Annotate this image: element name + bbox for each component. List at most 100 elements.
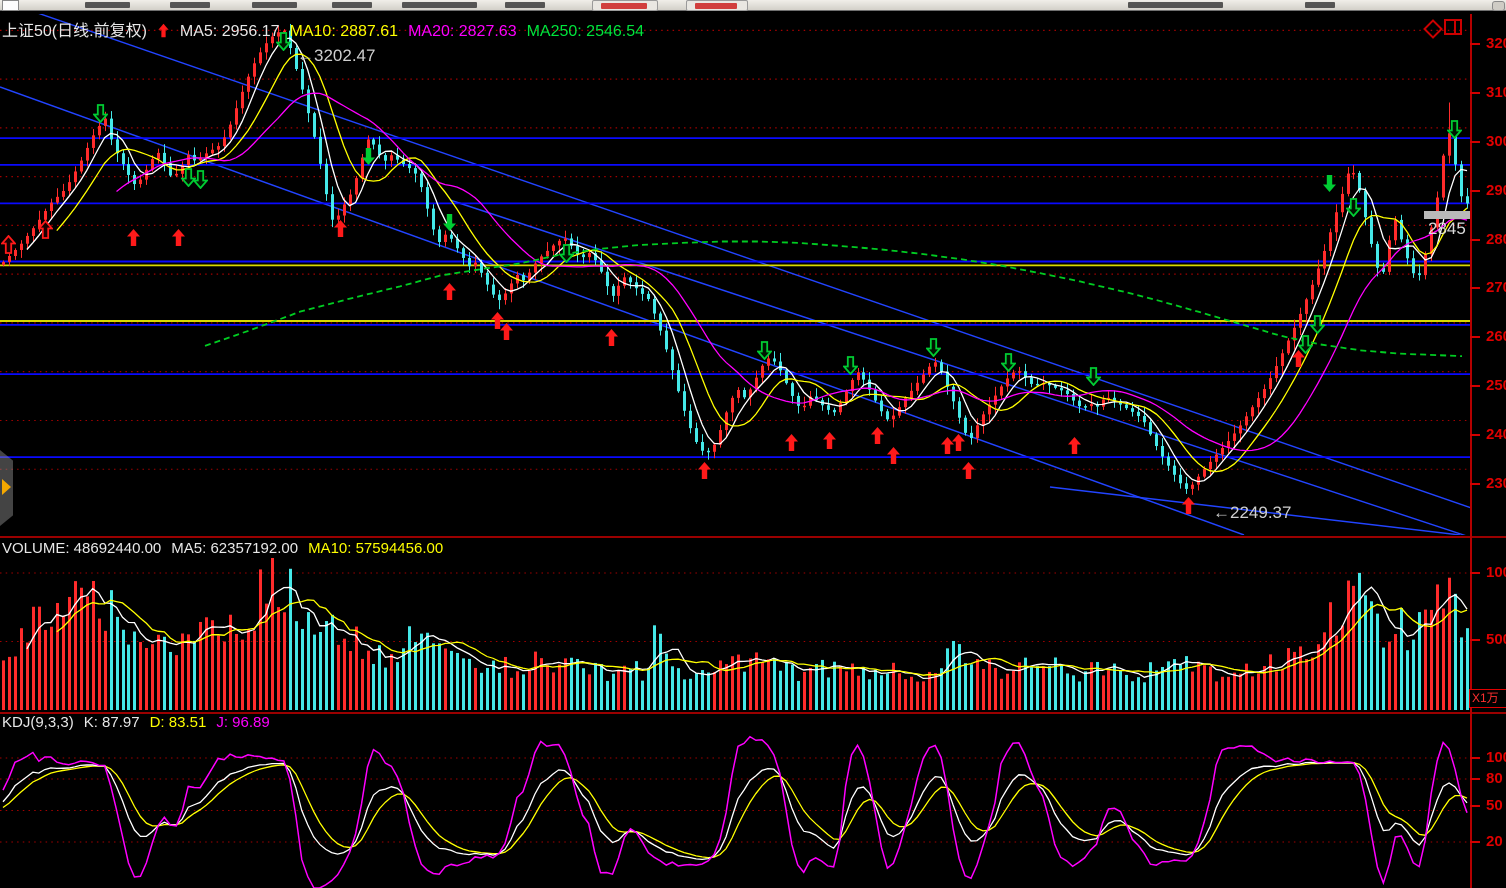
axis-label: 10000 xyxy=(1486,564,1506,581)
buy-signal-arrow xyxy=(784,433,799,452)
sell-signal-arrow-hollow xyxy=(275,32,292,52)
axis-label: 20 xyxy=(1486,833,1503,850)
axis-label: 3200 xyxy=(1486,35,1506,52)
split-window-icon[interactable] xyxy=(1444,19,1462,35)
sell-signal-arrow-hollow xyxy=(192,170,209,190)
volume-title-row: VOLUME: 48692440.00 MA5: 62357192.00 MA10:… xyxy=(2,540,453,557)
last-price-marker xyxy=(1424,211,1470,219)
buy-signal-arrow-hollow xyxy=(0,234,17,254)
axis-tick xyxy=(1470,841,1480,843)
main-price-chart[interactable] xyxy=(0,14,1470,535)
axis-label: 2800 xyxy=(1486,231,1506,248)
toolbar-menu-stub[interactable] xyxy=(332,2,372,8)
axis-label: 5000 xyxy=(1486,631,1506,648)
axis-tick xyxy=(1470,483,1480,485)
sell-signal-arrow-hollow xyxy=(1000,353,1017,373)
axis-label: 80 xyxy=(1486,770,1503,787)
symbol-title: 上证50(日线.前复权) xyxy=(2,23,147,40)
kdj-j-value: J: 96.89 xyxy=(216,714,270,731)
axis-label: 2600 xyxy=(1486,328,1506,345)
peak-price-label: ←3202.47 xyxy=(297,46,376,65)
buy-signal-arrow xyxy=(1181,496,1196,515)
sell-signal-arrow-hollow xyxy=(842,356,859,376)
axis-label: 2500 xyxy=(1486,377,1506,394)
toolbar-menu-stub[interactable] xyxy=(85,2,130,8)
buy-signal-arrow xyxy=(822,431,837,450)
axis-tick xyxy=(1470,336,1480,338)
axis-label: 100 xyxy=(1486,749,1506,766)
buy-signal-arrow xyxy=(870,426,885,445)
axis-tick xyxy=(1470,434,1480,436)
last-price-value: 2845 xyxy=(1428,219,1466,238)
buy-signal-arrow xyxy=(333,219,348,238)
toolbar-menu-stub[interactable] xyxy=(170,2,210,8)
axis-tick xyxy=(1470,572,1480,574)
sell-signal-arrow-hollow xyxy=(1309,315,1326,335)
axis-label: 2400 xyxy=(1486,426,1506,443)
ma5-value: MA5: 2956.17 xyxy=(179,23,280,40)
low-price-label: ←2249.37 xyxy=(1213,503,1292,522)
sell-signal-arrow-hollow xyxy=(1446,120,1463,140)
buy-signal-arrow xyxy=(490,311,505,330)
buy-signal-arrow xyxy=(604,328,619,347)
toolbar-menu-stub[interactable] xyxy=(1305,2,1335,8)
buy-signal-arrow xyxy=(951,433,966,452)
volume-ma5: MA5: 62357192.00 xyxy=(171,540,299,557)
axis-tick xyxy=(1470,92,1480,94)
axis-tick xyxy=(1470,239,1480,241)
ma20-value: MA20: 2827.63 xyxy=(408,23,517,40)
buy-signal-arrow xyxy=(697,461,712,480)
main-chart-title-row: 上证50(日线.前复权) MA5: 2956.17 MA10: 2887.61 MA2… xyxy=(2,17,654,43)
axis-tick xyxy=(1470,757,1480,759)
kdj-k-value: K: 87.97 xyxy=(83,714,140,731)
toolbar-app-icon[interactable] xyxy=(2,0,19,11)
axis-label: 2900 xyxy=(1486,182,1506,199)
ma10-value: MA10: 2887.61 xyxy=(289,23,399,40)
sell-signal-arrow-hollow xyxy=(558,244,575,264)
kdj-params: KDJ(9,3,3) xyxy=(2,714,74,731)
kdj-chart[interactable] xyxy=(0,730,1470,888)
buy-signal-arrow xyxy=(1291,349,1306,368)
buy-signal-arrow xyxy=(886,446,901,465)
toolbar xyxy=(0,0,1506,11)
toolbar-menu-stub[interactable] xyxy=(1128,2,1223,8)
axis-tick xyxy=(1470,141,1480,143)
sell-signal-arrow-hollow xyxy=(1297,335,1314,355)
volume-chart[interactable] xyxy=(0,558,1470,711)
sell-signal-arrow-hollow xyxy=(92,104,109,124)
volume-unit-badge: X1万 xyxy=(1469,689,1506,708)
axis-label: 2300 xyxy=(1486,475,1506,492)
axis-label: 3100 xyxy=(1486,84,1506,101)
expand-arrow-icon[interactable] xyxy=(2,479,11,495)
kdj-d-value: D: 83.51 xyxy=(149,714,207,731)
toolbar-button[interactable] xyxy=(592,0,658,11)
kdj-title-row: KDJ(9,3,3) K: 87.97 D: 83.51 J: 96.89 xyxy=(2,714,280,731)
price-axis-line xyxy=(1470,14,1472,888)
buy-signal-arrow xyxy=(499,322,514,341)
axis-tick xyxy=(1470,287,1480,289)
up-trend-icon xyxy=(157,23,170,43)
volume-ma10: MA10: 57594456.00 xyxy=(308,540,444,557)
toolbar-menu-stub[interactable] xyxy=(505,2,545,8)
toolbar-button[interactable] xyxy=(686,0,748,11)
axis-tick xyxy=(1470,778,1480,780)
sell-signal-arrow xyxy=(361,147,376,166)
axis-tick xyxy=(1470,43,1480,45)
sell-signal-arrow-hollow xyxy=(756,341,773,361)
toolbar-menu-stub[interactable] xyxy=(252,2,297,8)
toolbar-menu-stub[interactable] xyxy=(402,2,477,8)
scrollbar-stub[interactable] xyxy=(1492,1,1505,11)
axis-tick xyxy=(1470,190,1480,192)
axis-tick xyxy=(1470,639,1480,641)
buy-signal-arrow xyxy=(126,228,141,247)
buy-signal-arrow xyxy=(1067,436,1082,455)
sell-signal-arrow-hollow xyxy=(180,168,197,188)
axis-tick xyxy=(1470,385,1480,387)
panel-divider xyxy=(0,712,1506,714)
buy-signal-arrow xyxy=(961,461,976,480)
axis-tick xyxy=(1470,805,1480,807)
axis-label: 50 xyxy=(1486,797,1503,814)
panel-divider xyxy=(0,536,1506,538)
axis-label: 3000 xyxy=(1486,133,1506,150)
